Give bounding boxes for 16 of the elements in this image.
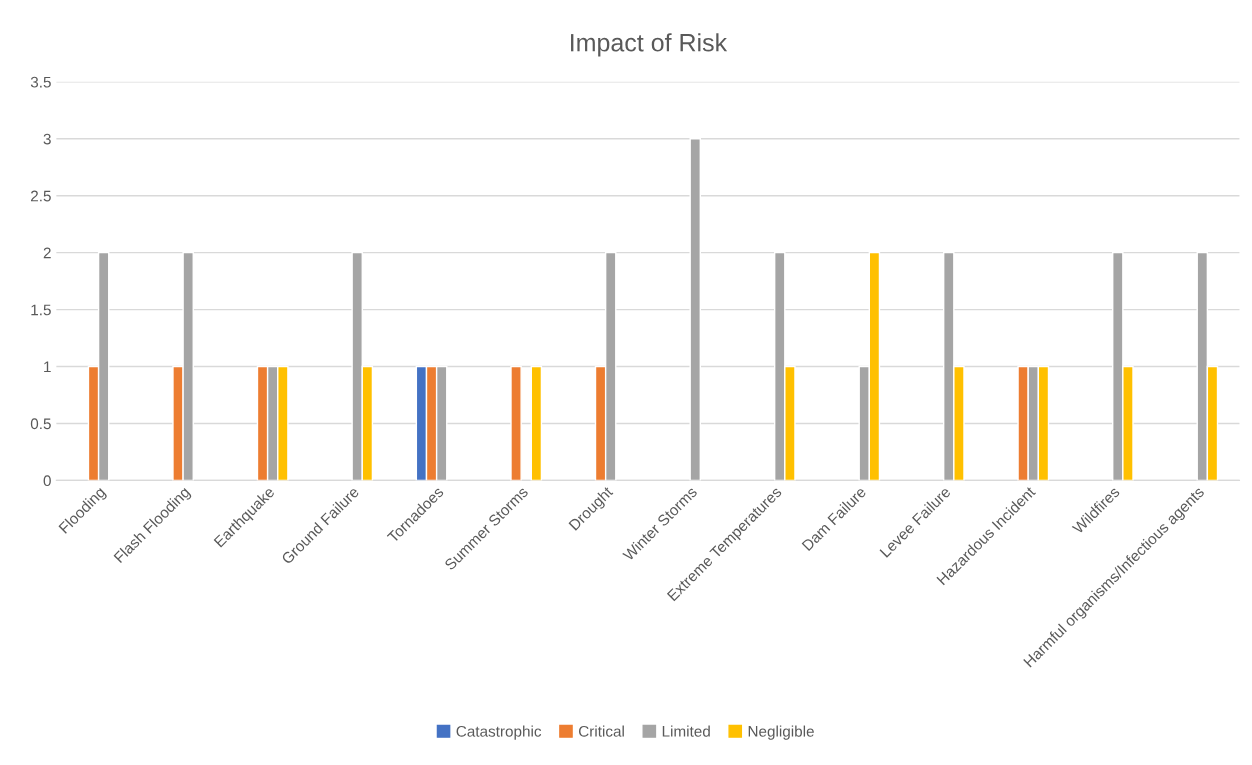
y-tick-label: 2.5 [31,190,51,202]
legend-label: Catastrophic [456,725,542,740]
y-tick-label: 1.5 [31,304,51,316]
y-tick-label: 0.5 [30,418,51,430]
bar [689,138,702,481]
chart-title: Impact of Risk [571,33,728,57]
legend-label: Limited [662,725,710,737]
y-tick-label: 0 [43,475,51,487]
y-tick-label: 3 [43,133,51,145]
legend-label: Negligible [748,725,814,740]
bar [530,365,543,481]
y-tick-label: 3.5 [30,76,51,88]
y-tick-label: 1 [44,361,51,373]
legend-label: Critical [578,725,624,737]
bar [510,365,522,481]
y-tick-label: 2 [43,247,51,259]
